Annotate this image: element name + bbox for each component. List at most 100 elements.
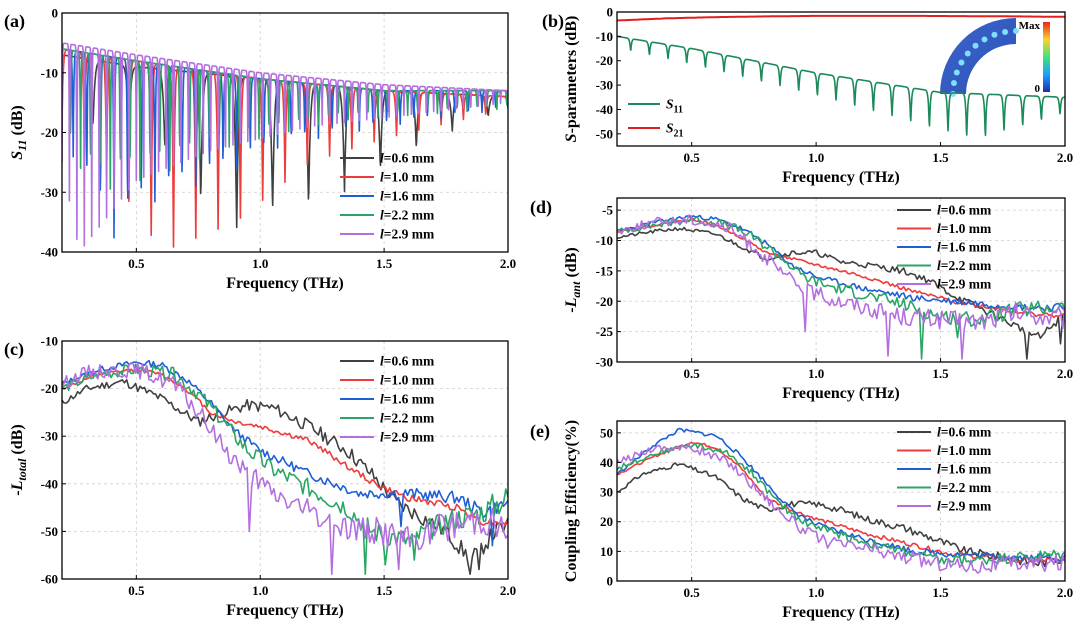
series-line-4 [62,361,508,575]
legend-entry: l=1.0 mm [937,443,992,458]
y-tick-label: -30 [41,185,58,200]
legend-entry-suffix: =0.6 mm [941,425,992,440]
colorbar-max-label: Max [1019,20,1041,32]
legend-entry: l=1.0 mm [937,221,992,236]
field-spot [964,50,971,57]
plot-area [62,42,508,248]
y-axis-label-main: -L [563,297,580,312]
x-tick-label: 1.5 [932,150,949,165]
y-tick-label: 0 [607,574,614,589]
colorbar [1043,22,1050,92]
y-tick-label: -20 [596,53,613,68]
y-tick-label: -50 [596,126,613,141]
legend-entry-prefix: l [380,354,384,369]
legend-entry-prefix: l [937,258,941,273]
field-spot [950,80,957,87]
legend-entry-suffix: =1.6 mm [941,240,992,255]
x-tick-label: 1.5 [932,366,949,381]
field-spot [1002,28,1009,35]
y-tick-label: -10 [41,65,58,80]
x-tick-label: 1.0 [252,256,268,271]
legend-entry-suffix: =2.9 mm [941,499,992,514]
panel-label: (a) [4,11,25,32]
legend-entry-suffix: =1.0 mm [384,170,435,185]
legend-entry-suffix: =0.6 mm [941,203,992,218]
legend-entry: l=2.2 mm [380,411,435,426]
colorbar-min-label: 0 [1035,83,1041,95]
legend: l=0.6 mml=1.0 mml=1.6 mml=2.2 mml=2.9 mm [897,203,992,292]
x-tick-label: 1.0 [808,150,824,165]
panel-a: 0.5 1.0 1.5 2.0 -40 -30 -20 -10 0 Frequency (THz)… [4,6,516,293]
legend-entry-sub: 21 [674,129,684,140]
plot-area [617,427,1065,574]
legend-entry: l=0.6 mm [380,151,435,166]
series-line-3 [62,363,508,575]
series-line-1 [617,14,1065,22]
series-line-2 [62,359,508,547]
x-axis-label: Frequency (THz) [226,275,343,292]
series-line-3 [617,442,1065,567]
field-inset: Max 0 [940,18,1050,97]
legend-entry-sub: 11 [674,105,683,116]
legend-entry-suffix: =0.6 mm [384,151,435,166]
y-axis-label-suffix: (dB) [563,247,580,281]
x-tick-label: 2.0 [1057,585,1073,600]
series-line-0 [617,462,1065,568]
legend-entry-suffix: =1.6 mm [384,189,435,204]
series-line-1 [617,217,1065,319]
y-tick-label: 0 [52,6,59,21]
x-axis-label: Frequency (THz) [782,385,899,402]
legend-entry-suffix: =1.0 mm [941,443,992,458]
legend-entry-suffix: =1.6 mm [384,392,435,407]
field-spot [991,31,998,38]
legend-entry: l=2.9 mm [380,430,435,445]
legend-entry-prefix: l [380,208,384,223]
x-axis-label: Frequency (THz) [782,604,899,621]
legend-entry-prefix: l [937,480,941,495]
field-spot [958,59,965,66]
x-tick-label: 1.0 [808,366,824,381]
x-tick-label: 0.5 [684,150,701,165]
legend-entry-prefix: l [937,425,941,440]
legend-entry-suffix: =2.2 mm [941,258,992,273]
plot-area [617,214,1065,360]
legend-entry-prefix: l [380,430,384,445]
y-tick-label: -30 [596,78,613,93]
panel-b: Max 0 0.5 1.0 1.5 2.0 -50 -40 -30 -20 -10 0 Frequenc… [542,5,1073,187]
legend-entry-prefix: l [937,499,941,514]
legend-entry-suffix: =2.2 mm [384,411,435,426]
axes-frame [61,340,509,580]
y-tick-label: -30 [596,355,613,370]
x-tick-label: 0.5 [684,585,701,600]
y-tick-label: -10 [41,334,58,349]
legend-entry: l=2.2 mm [937,258,992,273]
legend-entry-suffix: =2.9 mm [384,430,435,445]
series-line-4 [617,443,1065,574]
y-axis-label-sub: total [15,458,29,481]
panel-label: (b) [542,11,564,32]
series-line-3 [617,216,1065,360]
panel-label: (c) [4,339,24,360]
y-axis-label-sub: ant [569,281,583,298]
legend-entry-suffix: =1.0 mm [941,221,992,236]
panel-e: 0.5 1.0 1.5 2.0 0 10 20 30 40 50 Frequency (THz) Co… [530,420,1073,621]
legend-entry-suffix: =2.9 mm [941,277,992,292]
y-tick-label: -40 [596,102,613,117]
x-axis-label: Frequency (THz) [782,169,899,186]
legend-entry: S21 [666,121,684,140]
y-tick-label: -50 [41,524,58,539]
legend-entry-suffix: =0.6 mm [384,354,435,369]
y-axis-label-suffix: (dB) [9,424,26,458]
x-tick-label: 1.0 [252,583,268,598]
x-axis-label: Frequency (THz) [226,602,343,619]
legend-entry-prefix: l [380,373,384,388]
legend-entry-prefix: S [666,121,674,136]
axes-frame [616,197,1066,363]
x-tick-label: 0.5 [128,583,145,598]
x-tick-label: 2.0 [1057,366,1073,381]
x-tick-label: 2.0 [500,583,516,598]
legend-entry-suffix: =1.6 mm [941,462,992,477]
y-tick-label: 50 [600,425,613,440]
legend-entry: l=1.6 mm [937,462,992,477]
series-line-0 [62,379,508,575]
